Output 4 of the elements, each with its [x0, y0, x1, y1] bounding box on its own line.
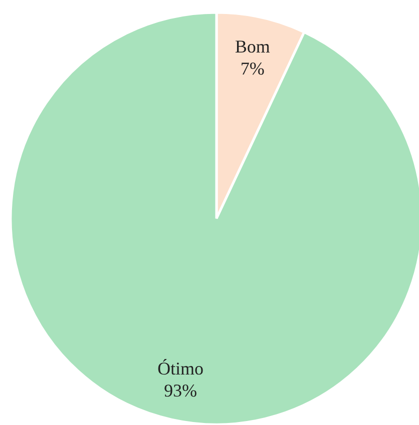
- slice-label: Bom: [234, 36, 270, 57]
- data-label: 93%: [164, 380, 198, 400]
- slice-label: Ótimo: [158, 358, 204, 378]
- data-label: 7%: [240, 58, 264, 79]
